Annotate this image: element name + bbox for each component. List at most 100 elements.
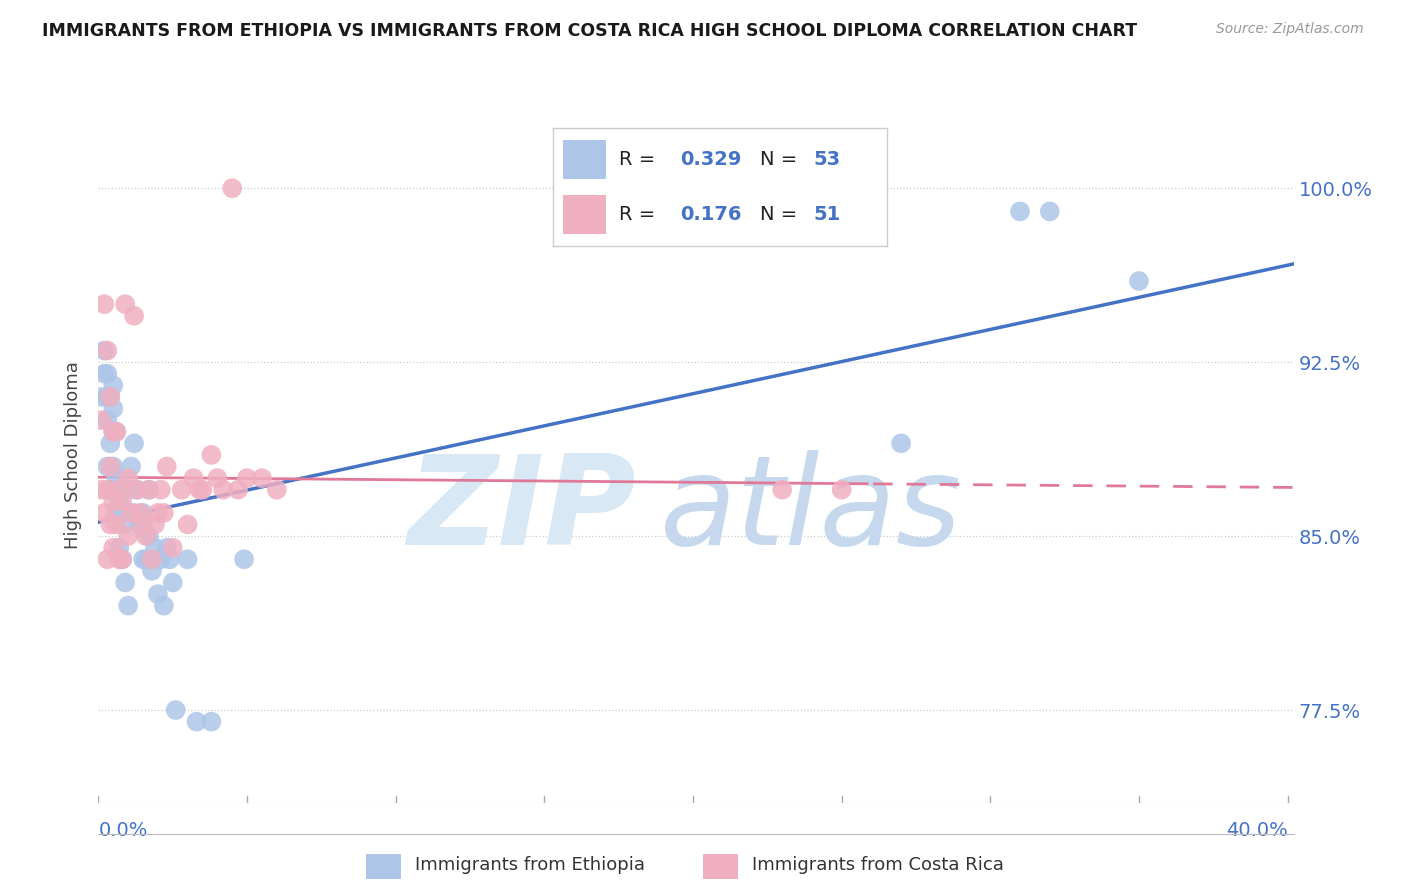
Bar <box>562 140 606 178</box>
Point <box>105 425 128 439</box>
Point <box>108 552 131 566</box>
Point <box>111 506 134 520</box>
Text: N =: N = <box>761 151 803 169</box>
Point <box>125 483 148 497</box>
Point <box>120 459 142 474</box>
Point <box>200 448 222 462</box>
Point <box>221 181 243 195</box>
Point <box>111 552 134 566</box>
Point <box>132 552 155 566</box>
Point <box>165 703 187 717</box>
Point <box>122 436 145 450</box>
Text: 51: 51 <box>814 205 841 224</box>
Point <box>103 425 125 439</box>
Point <box>105 506 128 520</box>
Point <box>117 483 139 497</box>
Point <box>162 575 184 590</box>
Point <box>176 552 198 566</box>
Point <box>114 517 136 532</box>
Point <box>114 575 136 590</box>
Point <box>96 483 118 497</box>
Point <box>236 471 259 485</box>
Point <box>229 807 252 822</box>
Point <box>207 471 229 485</box>
Point <box>108 494 131 508</box>
Point <box>1008 204 1031 219</box>
Point <box>122 309 145 323</box>
Point <box>93 367 115 381</box>
Point <box>96 367 118 381</box>
Point <box>186 714 208 729</box>
Point <box>1039 204 1062 219</box>
Point <box>138 529 160 543</box>
Point <box>98 390 121 404</box>
Point <box>135 529 157 543</box>
Text: Source: ZipAtlas.com: Source: ZipAtlas.com <box>1216 22 1364 37</box>
Point <box>96 343 118 358</box>
Point <box>93 297 115 311</box>
Point <box>146 506 169 520</box>
Text: ZIP: ZIP <box>408 450 637 571</box>
Point <box>141 564 163 578</box>
Point <box>153 599 176 613</box>
Point <box>770 483 793 497</box>
Point <box>1128 274 1150 288</box>
Point <box>153 506 176 520</box>
Point <box>103 378 125 392</box>
Point <box>266 483 288 497</box>
Text: 53: 53 <box>814 151 841 169</box>
Point <box>212 483 235 497</box>
Point <box>132 506 155 520</box>
Point <box>141 552 163 566</box>
Text: N =: N = <box>761 205 803 224</box>
Point <box>111 552 134 566</box>
Point <box>90 390 112 404</box>
Text: 40.0%: 40.0% <box>1226 822 1288 840</box>
Point <box>890 436 912 450</box>
Point <box>149 483 172 497</box>
Point <box>188 483 211 497</box>
Point <box>138 483 160 497</box>
Point <box>149 552 172 566</box>
Point <box>98 390 121 404</box>
Text: 0.176: 0.176 <box>679 205 741 224</box>
Point <box>103 401 125 416</box>
Point <box>159 552 181 566</box>
Point <box>96 413 118 427</box>
Point <box>117 529 139 543</box>
Point <box>146 587 169 601</box>
Point <box>96 390 118 404</box>
Point <box>143 517 166 532</box>
Point <box>129 517 152 532</box>
Point <box>96 459 118 474</box>
Point <box>162 541 184 555</box>
Point <box>93 343 115 358</box>
Point <box>103 425 125 439</box>
Point <box>200 714 222 729</box>
Point <box>98 517 121 532</box>
Y-axis label: High School Diploma: High School Diploma <box>65 361 83 549</box>
Text: Immigrants from Costa Rica: Immigrants from Costa Rica <box>752 856 1004 874</box>
Point <box>125 483 148 497</box>
Point <box>831 483 853 497</box>
Point <box>98 459 121 474</box>
Point <box>132 517 155 532</box>
Point <box>135 552 157 566</box>
Point <box>103 459 125 474</box>
Point <box>156 541 179 555</box>
Point <box>226 483 249 497</box>
Point <box>138 483 160 497</box>
Point <box>103 541 125 555</box>
Point <box>114 297 136 311</box>
Point <box>129 506 152 520</box>
Point <box>120 506 142 520</box>
Text: R =: R = <box>620 205 662 224</box>
Point <box>117 471 139 485</box>
Point <box>170 483 193 497</box>
Point <box>108 483 131 497</box>
Point <box>98 483 121 497</box>
Point <box>90 413 112 427</box>
Point <box>93 506 115 520</box>
Point <box>96 552 118 566</box>
Text: R =: R = <box>620 151 662 169</box>
